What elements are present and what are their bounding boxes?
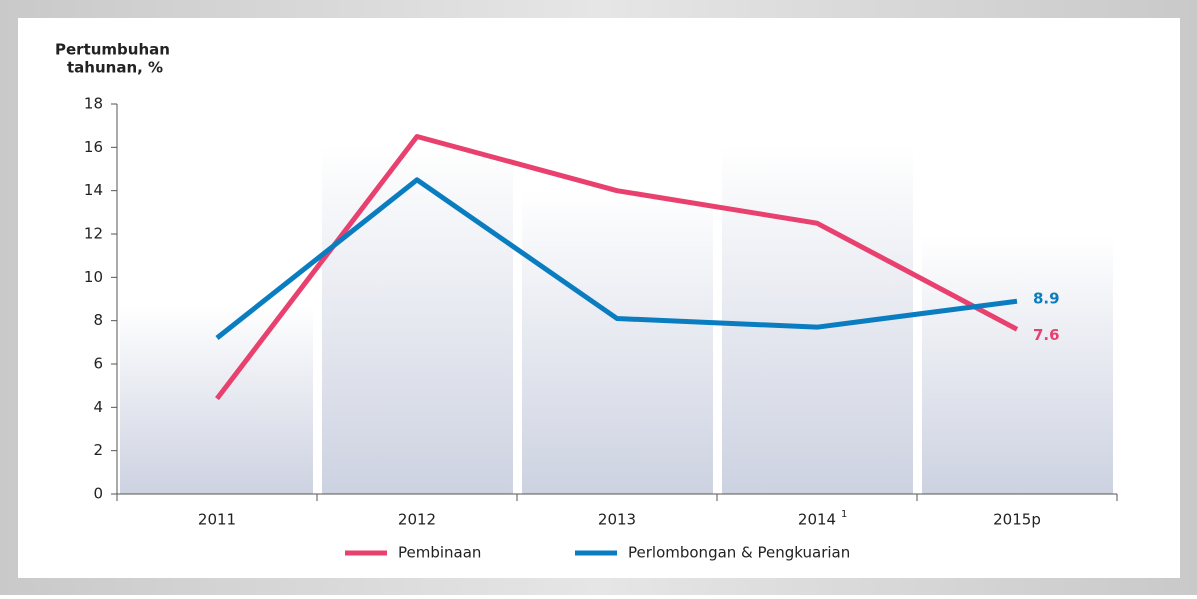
x-tick-label: 2013: [598, 511, 636, 529]
column: [522, 190, 713, 494]
y-tick-label: 4: [93, 398, 103, 416]
x-tick-label: 2012: [398, 511, 436, 529]
y-tick-label: 2: [93, 441, 103, 459]
y-axis-title: Pertumbuhan: [55, 41, 170, 59]
x-tick-label: 2014: [798, 511, 836, 529]
line: [215, 134, 1019, 401]
value-label: 8.9: [1033, 290, 1060, 308]
column: [120, 305, 313, 494]
x-tick-footnote: 1: [841, 509, 847, 520]
y-tick-label: 14: [84, 181, 103, 199]
column: [322, 145, 513, 494]
column: [922, 235, 1113, 494]
legend-label: Perlombongan & Pengkuarian: [628, 544, 850, 562]
y-tick-label: 18: [84, 95, 103, 113]
y-tick-label: 12: [84, 225, 103, 243]
y-tick-label: 6: [93, 355, 103, 373]
y-axis-title: tahunan, %: [67, 59, 163, 77]
line: [215, 177, 1018, 340]
x-tick-label: 2011: [198, 511, 236, 529]
y-tick-label: 8: [93, 311, 103, 329]
y-tick-label: 16: [84, 138, 103, 156]
value-label: 7.6: [1033, 326, 1060, 344]
y-tick-label: 10: [84, 268, 103, 286]
y-tick-label: 0: [93, 485, 103, 503]
x-tick-label: 2015p: [993, 511, 1041, 529]
legend-label: Pembinaan: [398, 544, 481, 562]
